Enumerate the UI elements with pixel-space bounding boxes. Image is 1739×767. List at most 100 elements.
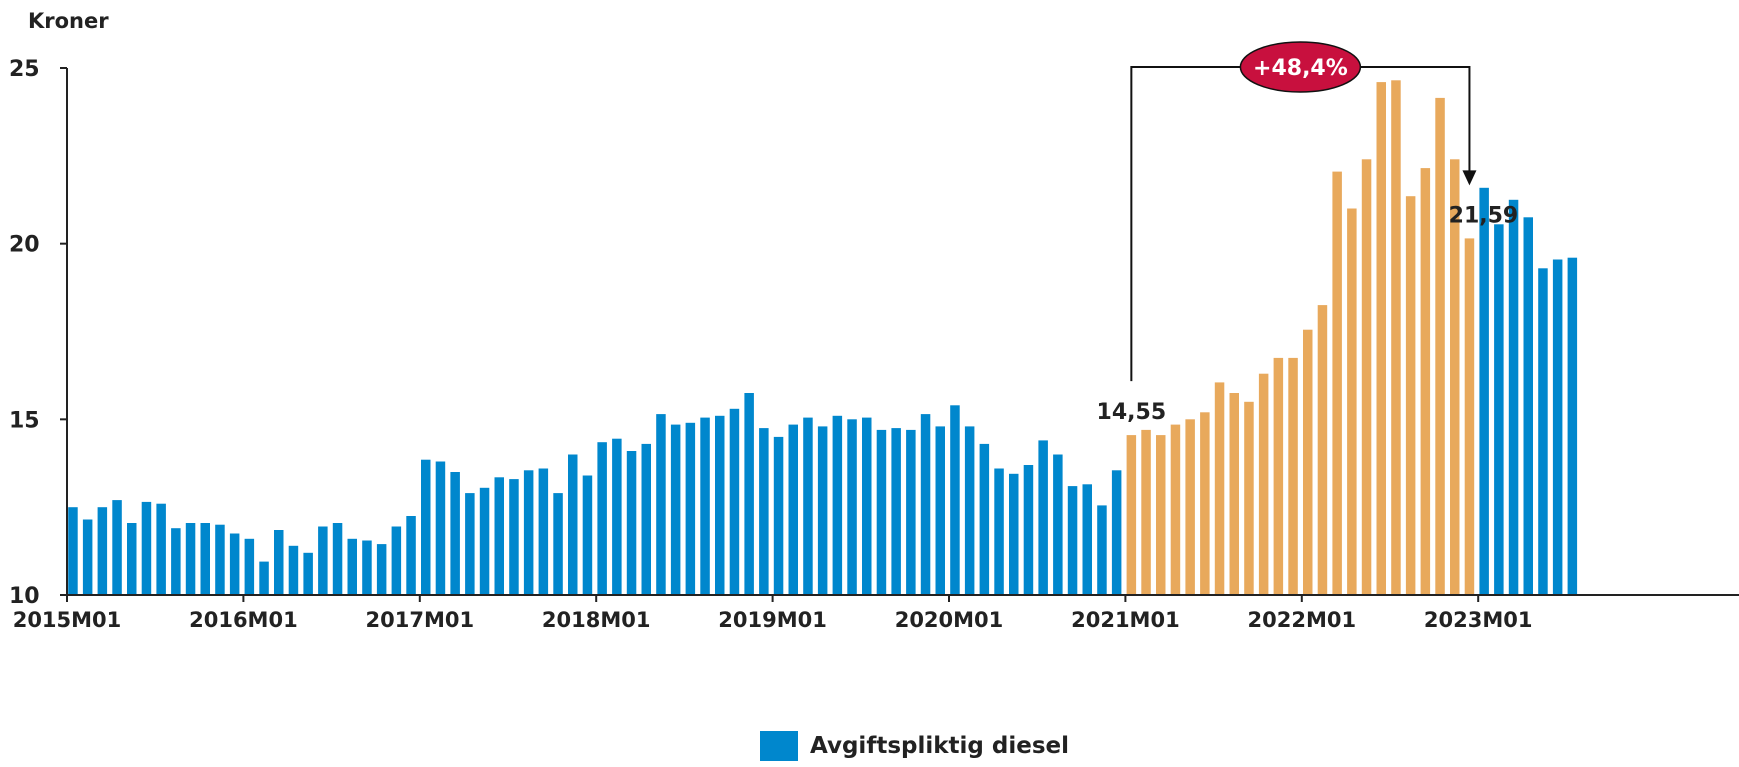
bar <box>1126 435 1137 595</box>
x-tick-label: 2023M01 <box>1424 608 1533 632</box>
bar <box>597 442 607 595</box>
bracket-line <box>1130 66 1471 382</box>
bar <box>1464 238 1475 595</box>
bar <box>700 417 710 595</box>
change-badge <box>1239 41 1362 93</box>
bar <box>1097 505 1107 595</box>
bar <box>538 468 549 595</box>
bar <box>127 523 137 595</box>
bar <box>494 477 504 595</box>
bar <box>1244 401 1254 595</box>
bar <box>68 507 78 595</box>
bar <box>1317 305 1328 595</box>
bar <box>318 526 328 595</box>
bar <box>1538 268 1548 595</box>
bar <box>847 419 857 595</box>
bar <box>1508 199 1519 596</box>
bar <box>1023 465 1034 595</box>
bar <box>465 493 475 595</box>
bar <box>1141 429 1151 595</box>
start-value-label: 14,55 <box>1097 400 1167 425</box>
bar <box>1009 473 1019 595</box>
bar <box>1273 357 1284 595</box>
bar <box>421 459 431 595</box>
bar <box>744 393 754 595</box>
bar <box>817 426 828 595</box>
bar <box>185 523 196 595</box>
bar <box>1391 80 1401 596</box>
bar <box>729 408 740 595</box>
bar <box>156 503 166 595</box>
bar <box>715 415 725 595</box>
bar <box>303 552 313 595</box>
bar <box>1332 171 1342 595</box>
bar <box>553 493 563 595</box>
bar <box>347 538 357 595</box>
bar <box>82 519 93 595</box>
bar <box>582 475 593 595</box>
x-tick-label: 2018M01 <box>542 608 651 632</box>
x-tick-label: 2017M01 <box>366 608 475 632</box>
bar <box>523 470 534 595</box>
bar <box>994 468 1004 595</box>
bar <box>332 523 343 595</box>
y-tick-label: 20 <box>9 233 40 258</box>
x-tick-label: 2021M01 <box>1071 608 1180 632</box>
bar <box>656 414 666 595</box>
bar <box>612 438 622 595</box>
bar <box>1185 419 1195 595</box>
bar <box>935 426 945 595</box>
bar <box>1067 486 1078 595</box>
bar <box>759 428 769 595</box>
bar <box>1200 412 1210 595</box>
bar <box>112 500 122 595</box>
y-tick-label: 15 <box>9 408 40 433</box>
bar <box>906 429 916 595</box>
bar <box>362 540 372 595</box>
bar <box>450 472 460 595</box>
x-tick-label: 2020M01 <box>895 608 1004 632</box>
bar <box>670 424 681 595</box>
bar <box>803 417 813 595</box>
bar <box>200 523 210 595</box>
end-value-label: 21,59 <box>1449 203 1519 228</box>
bar <box>141 501 152 595</box>
change-annotation: +48,4% 14,55 21,59 <box>1097 41 1519 425</box>
bar <box>1523 217 1533 596</box>
bar <box>171 528 181 595</box>
bar <box>1494 224 1504 596</box>
bar <box>1288 357 1298 595</box>
bar <box>685 422 696 595</box>
bar <box>1214 382 1225 595</box>
bar <box>1450 159 1460 596</box>
bar <box>950 405 960 595</box>
bar <box>259 561 269 595</box>
legend: Avgiftspliktig diesel <box>760 731 1069 761</box>
bar <box>1567 257 1578 595</box>
bar <box>891 428 901 595</box>
bars-layer <box>68 80 1578 596</box>
bar <box>1420 168 1431 595</box>
bar <box>1376 82 1386 596</box>
x-tick-label: 2015M01 <box>13 608 122 632</box>
bar <box>274 530 284 595</box>
y-tick-label: 25 <box>9 57 40 82</box>
bar <box>788 424 798 595</box>
bar <box>1303 329 1313 595</box>
bar <box>288 545 299 595</box>
x-tick-label: 2022M01 <box>1248 608 1357 632</box>
bar <box>832 415 843 595</box>
bar <box>509 479 519 595</box>
arrow-head <box>1462 170 1477 186</box>
x-tick-label: 2016M01 <box>189 608 298 632</box>
bar <box>1170 424 1181 595</box>
bar <box>1111 470 1122 595</box>
bar <box>773 436 784 595</box>
bar <box>1405 196 1416 595</box>
bar <box>1552 259 1563 595</box>
x-tick-label: 2019M01 <box>718 608 827 632</box>
bar <box>391 526 402 595</box>
bar <box>876 429 887 595</box>
